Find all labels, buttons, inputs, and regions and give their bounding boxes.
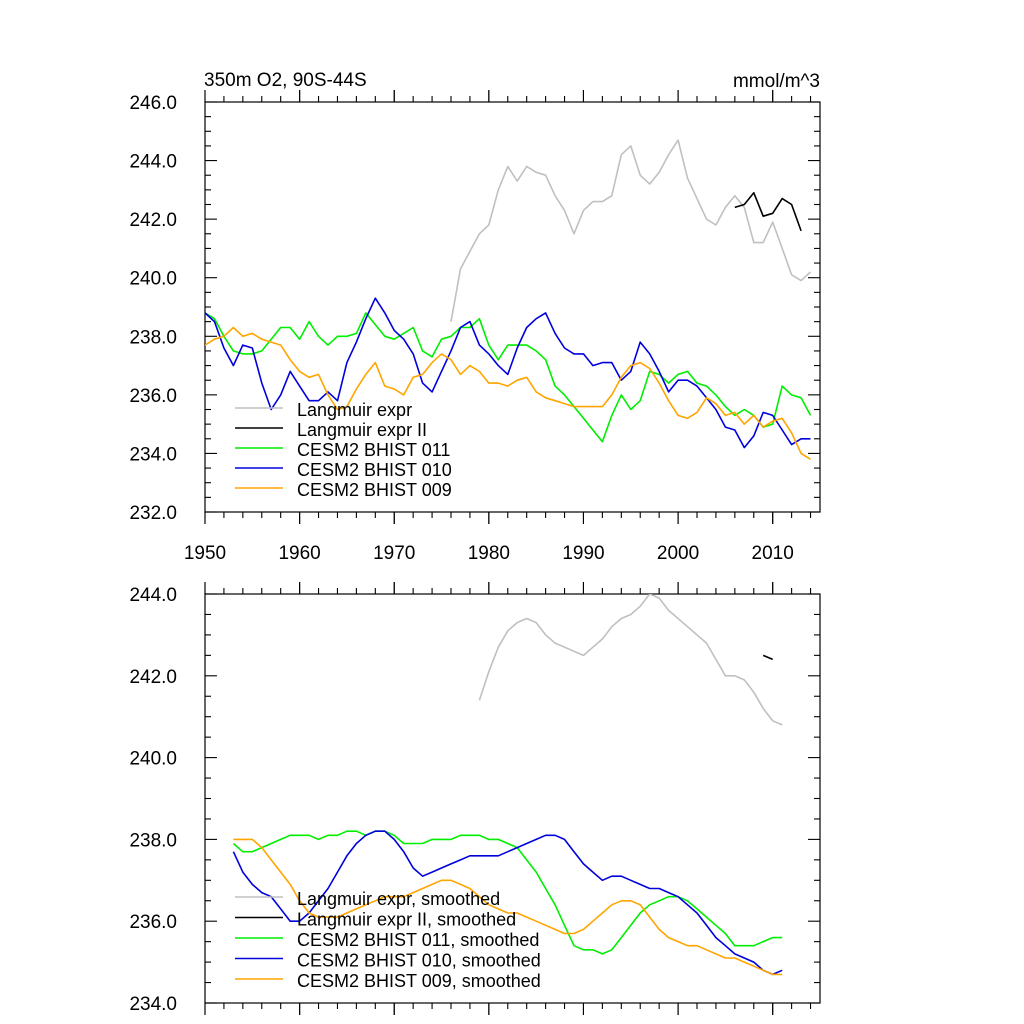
legend-item: Langmuir expr bbox=[235, 400, 412, 420]
y-tick-label: 234.0 bbox=[129, 444, 177, 465]
y-tick-label: 238.0 bbox=[129, 830, 177, 851]
x-tick-label: 1960 bbox=[278, 543, 320, 564]
panel-top: 350m O2, 90S-44S mmol/m^3 1950 1960 1970 19… bbox=[129, 70, 821, 564]
y-tick-label: 244.0 bbox=[129, 152, 177, 173]
legend-label: Langmuir expr II bbox=[297, 420, 427, 440]
y-tick-label: 240.0 bbox=[129, 749, 177, 770]
x-tick-label: 2010 bbox=[752, 543, 794, 564]
legend-item: CESM2 BHIST 009, smoothed bbox=[235, 971, 541, 991]
series-line-langmuir-expr bbox=[450, 139, 812, 322]
y-tick-label: 238.0 bbox=[129, 327, 177, 348]
legend-item: CESM2 BHIST 010, smoothed bbox=[235, 951, 541, 971]
x-tick-label: 1990 bbox=[562, 543, 604, 564]
legend-label: CESM2 BHIST 010 bbox=[297, 460, 452, 480]
legend-item: CESM2 BHIST 011, smoothed bbox=[235, 930, 539, 950]
plot-area-bottom bbox=[232, 594, 783, 976]
legend-label: CESM2 BHIST 009 bbox=[297, 480, 452, 500]
legend-item: Langmuir expr II bbox=[235, 420, 427, 440]
legend-label: CESM2 BHIST 009, smoothed bbox=[297, 971, 541, 991]
axes-bottom: 234.0 236.0 238.0 240.0 242.0 244.0 bbox=[129, 582, 821, 1015]
y-tick-label: 232.0 bbox=[129, 503, 177, 524]
axes-top: 1950 1960 1970 1980 1990 2000 2010 232.0 234.0 23… bbox=[129, 90, 821, 564]
y-tick-label: 246.0 bbox=[129, 93, 177, 114]
series-line-cesm2-bhist-010 bbox=[205, 297, 811, 449]
y-tick-label: 236.0 bbox=[129, 386, 177, 407]
series-line-cesm2-bhist-010 bbox=[232, 830, 783, 976]
legend-item: Langmuir expr, smoothed bbox=[235, 889, 500, 909]
x-tick-label: 1980 bbox=[468, 543, 510, 564]
legend-label: Langmuir expr bbox=[297, 400, 412, 420]
legend-item: CESM2 BHIST 009 bbox=[235, 480, 452, 500]
x-tick-label: 2000 bbox=[657, 543, 699, 564]
series-line-cesm2-bhist-011 bbox=[205, 312, 812, 443]
legend-label: Langmuir expr, smoothed bbox=[297, 889, 500, 909]
series-line-cesm2-bhist-011 bbox=[232, 830, 783, 955]
legend-label: CESM2 BHIST 010, smoothed bbox=[297, 951, 541, 971]
y-tick-label: 240.0 bbox=[129, 269, 177, 290]
x-tick-label: 1950 bbox=[184, 543, 226, 564]
x-tick-label: 1970 bbox=[373, 543, 415, 564]
legend-item: CESM2 BHIST 011 bbox=[235, 440, 450, 460]
y-tick-label: 234.0 bbox=[129, 994, 177, 1015]
y-tick-label: 236.0 bbox=[129, 912, 177, 933]
legend-label: Langmuir expr II, smoothed bbox=[297, 910, 516, 930]
panel-bottom: 234.0 236.0 238.0 240.0 242.0 244.0 Langmuir … bbox=[129, 582, 821, 1015]
series-line-cesm2-bhist-009 bbox=[233, 838, 783, 976]
series-line-langmuir-expr-ii bbox=[762, 654, 774, 661]
legend-label: CESM2 BHIST 011, smoothed bbox=[297, 930, 539, 950]
y-tick-label: 242.0 bbox=[129, 667, 177, 688]
series-line-cesm2-bhist-009 bbox=[205, 326, 811, 460]
units-label: mmol/m^3 bbox=[733, 71, 820, 92]
plot-area-top bbox=[205, 139, 812, 460]
legend-label: CESM2 BHIST 011 bbox=[297, 440, 450, 460]
chart-title: 350m O2, 90S-44S bbox=[204, 70, 367, 91]
y-tick-label: 242.0 bbox=[129, 210, 177, 231]
series-line-langmuir-expr bbox=[478, 594, 783, 726]
legend-item: Langmuir expr II, smoothed bbox=[235, 910, 516, 930]
legend-item: CESM2 BHIST 010 bbox=[235, 460, 452, 480]
series-line-langmuir-expr-ii bbox=[734, 192, 802, 232]
y-tick-label: 244.0 bbox=[129, 585, 177, 606]
